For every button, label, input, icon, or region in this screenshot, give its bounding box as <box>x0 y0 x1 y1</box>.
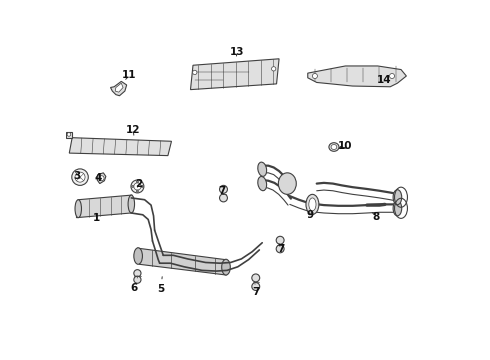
Text: 5: 5 <box>157 277 164 294</box>
Ellipse shape <box>67 133 71 136</box>
Ellipse shape <box>390 73 394 78</box>
Ellipse shape <box>276 245 284 253</box>
Ellipse shape <box>220 194 227 202</box>
Ellipse shape <box>221 259 230 275</box>
Text: 2: 2 <box>136 179 143 189</box>
Text: 1: 1 <box>93 213 100 222</box>
Ellipse shape <box>258 162 267 176</box>
Ellipse shape <box>278 173 296 194</box>
Text: 4: 4 <box>94 173 101 183</box>
Text: 12: 12 <box>126 125 140 135</box>
Text: 7: 7 <box>252 284 259 297</box>
Polygon shape <box>308 66 406 87</box>
Ellipse shape <box>331 144 337 149</box>
Ellipse shape <box>220 185 227 193</box>
Text: 10: 10 <box>338 141 352 151</box>
Text: 8: 8 <box>372 212 380 221</box>
Ellipse shape <box>134 270 141 277</box>
Ellipse shape <box>393 201 402 216</box>
Polygon shape <box>137 248 226 275</box>
Ellipse shape <box>128 195 135 213</box>
Ellipse shape <box>393 190 402 205</box>
Ellipse shape <box>134 276 141 283</box>
Ellipse shape <box>276 236 284 244</box>
Text: 14: 14 <box>377 75 392 85</box>
Ellipse shape <box>134 183 141 190</box>
Text: 6: 6 <box>130 278 138 293</box>
Ellipse shape <box>136 181 139 183</box>
Text: 9: 9 <box>307 210 314 220</box>
Polygon shape <box>115 83 123 92</box>
Text: 7: 7 <box>277 244 285 254</box>
Ellipse shape <box>309 198 316 211</box>
Ellipse shape <box>306 194 319 215</box>
Polygon shape <box>76 195 132 218</box>
Ellipse shape <box>252 283 260 291</box>
Polygon shape <box>69 138 172 156</box>
Ellipse shape <box>141 185 143 188</box>
Polygon shape <box>66 132 72 138</box>
Ellipse shape <box>252 274 260 282</box>
Ellipse shape <box>72 169 88 185</box>
Ellipse shape <box>329 143 339 151</box>
Text: 3: 3 <box>74 171 81 181</box>
Ellipse shape <box>132 185 134 188</box>
Polygon shape <box>191 59 279 90</box>
Ellipse shape <box>313 73 318 78</box>
Ellipse shape <box>75 172 85 182</box>
Ellipse shape <box>75 200 81 218</box>
Ellipse shape <box>99 176 104 181</box>
Text: 7: 7 <box>218 186 225 196</box>
Polygon shape <box>97 173 106 184</box>
Polygon shape <box>111 81 126 96</box>
Text: 11: 11 <box>122 70 137 80</box>
Ellipse shape <box>271 67 276 71</box>
Text: 13: 13 <box>230 46 245 57</box>
Ellipse shape <box>258 176 267 191</box>
Ellipse shape <box>134 248 143 264</box>
Ellipse shape <box>131 180 144 193</box>
Ellipse shape <box>193 70 197 75</box>
Ellipse shape <box>136 190 139 192</box>
